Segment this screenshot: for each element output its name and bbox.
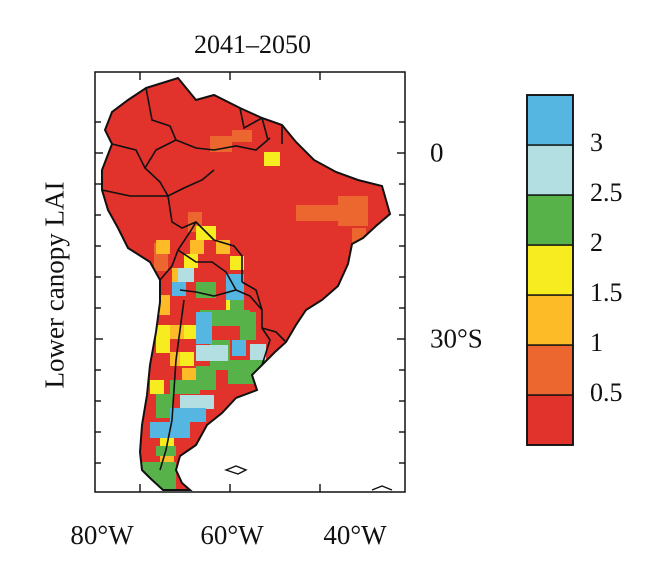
colorbar-label-1: 1 [590,328,603,357]
colorbar-label-0-5: 0.5 [590,378,623,407]
colorbar-swatch [526,144,574,196]
lon-label-80w: 80°W [70,520,134,550]
colorbar-swatch [526,94,574,146]
colorbar-label-2-5: 2.5 [590,178,623,207]
colorbar-label-3: 3 [590,128,603,157]
colorbar-label-1-5: 1.5 [590,278,623,307]
colorbar-label-2: 2 [590,228,603,257]
colorbar-swatch [526,344,574,396]
colorbar [526,94,574,446]
colorbar-swatch [526,294,574,346]
colorbar-frame [526,94,574,446]
country-borders [101,87,287,471]
lon-label-60w: 60°W [200,520,264,550]
lat-label-0: 0 [430,137,444,168]
colorbar-swatch [526,244,574,296]
colorbar-swatch [526,194,574,246]
lat-label-30s: 30°S [430,323,483,354]
colorbar-swatch [526,394,574,446]
lon-label-40w: 40°W [323,520,387,550]
map-frame [94,71,406,493]
map-title: 2041–2050 [194,30,311,59]
axis-ticks [95,72,405,492]
